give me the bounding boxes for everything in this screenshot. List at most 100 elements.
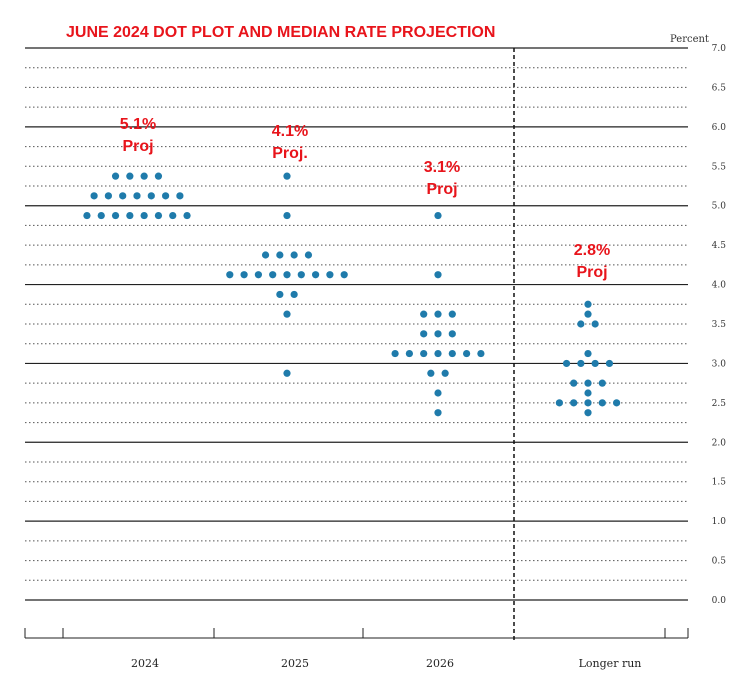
gridlines (25, 47, 688, 601)
dot (391, 349, 399, 358)
dot (584, 409, 592, 417)
dot (584, 379, 592, 387)
dot (126, 211, 134, 220)
y-tick-label: 0.0 (712, 596, 727, 606)
y-tick-label: 0.5 (712, 557, 727, 567)
annotations: 5.1% Proj 4.1% Proj. 3.1% Proj 2.8% Proj (120, 116, 610, 281)
dot (111, 172, 120, 180)
dot (283, 310, 291, 318)
y-tick-label: 6.5 (712, 83, 727, 93)
dot (140, 211, 148, 220)
dot (283, 271, 291, 279)
dot (598, 379, 606, 387)
dot (90, 192, 98, 200)
dot (584, 349, 592, 358)
category-label: 2026 (426, 657, 454, 670)
dot (463, 349, 471, 358)
dot (126, 172, 134, 180)
category-label: 2024 (131, 657, 159, 670)
y-tick-label: 4.5 (712, 241, 727, 251)
y-tick-label: 5.5 (712, 162, 727, 172)
dot (420, 349, 428, 358)
dot (434, 330, 442, 338)
dot (434, 271, 442, 279)
dot (154, 211, 163, 220)
dot (434, 349, 442, 358)
dot (283, 172, 291, 180)
dot (312, 271, 320, 279)
dot (434, 409, 442, 417)
y-tick-label: 1.0 (712, 517, 727, 527)
dot (162, 192, 170, 200)
y-tick-label: 7.0 (712, 44, 727, 54)
dot (147, 192, 155, 200)
y-tick-label: 3.0 (712, 359, 727, 369)
dot (605, 359, 614, 368)
y-tick-labels: 0.0 0.5 1.0 1.5 2.0 2.5 3.0 3.5 4.0 4.5 5.0 5.5 6.0 6… (712, 44, 727, 606)
dot (140, 172, 148, 180)
dot (434, 389, 442, 397)
category-label: Longer run (579, 657, 642, 670)
dot (570, 399, 578, 407)
dot (326, 271, 334, 279)
dot (584, 310, 592, 318)
dot (591, 359, 599, 368)
dot (97, 211, 105, 220)
dot (340, 271, 348, 279)
dot (226, 271, 234, 279)
y-axis-label: Percent (670, 34, 709, 45)
dot (290, 251, 298, 259)
y-tick-label: 1.5 (712, 478, 727, 488)
dot (83, 211, 91, 220)
dot (290, 290, 298, 299)
dot (577, 320, 585, 328)
y-tick-label: 2.5 (712, 399, 727, 409)
chart-title: JUNE 2024 DOT PLOT AND MEDIAN RATE PROJE… (66, 24, 495, 41)
median-annotation-value: 2.8% (574, 242, 610, 259)
dot (133, 192, 141, 200)
dot (448, 330, 456, 338)
y-tick-label: 2.0 (712, 438, 727, 448)
dot (477, 349, 485, 358)
dot (269, 271, 277, 279)
dot (448, 349, 456, 358)
dot (104, 192, 112, 200)
dot (555, 399, 564, 407)
dots (83, 172, 621, 417)
median-annotation-label: Proj. (272, 145, 308, 162)
y-tick-label: 3.5 (712, 320, 727, 330)
dot (441, 369, 449, 377)
dot (276, 290, 284, 299)
dot (111, 211, 120, 220)
dot (283, 369, 291, 377)
median-annotation-label: Proj (122, 138, 153, 155)
dot (405, 349, 413, 358)
median-annotation-value: 4.1% (272, 123, 308, 140)
dot (584, 389, 592, 397)
y-tick-label: 4.0 (712, 281, 727, 291)
dot (584, 300, 592, 308)
median-annotation-value: 5.1% (120, 116, 156, 133)
dot (254, 271, 262, 279)
dot (584, 399, 592, 407)
dot (261, 251, 270, 259)
y-tick-label: 6.0 (712, 123, 727, 133)
median-annotation-label: Proj (576, 264, 607, 281)
dot (434, 310, 442, 318)
dot (154, 172, 163, 180)
dot (420, 330, 428, 338)
category-labels: 2024 2025 2026 Longer run (131, 657, 641, 670)
dot (613, 399, 621, 407)
dot (570, 379, 578, 387)
dot (304, 251, 313, 259)
median-annotation-label: Proj (426, 181, 457, 198)
y-tick-label: 5.0 (712, 202, 727, 212)
dot (276, 251, 284, 259)
dot (183, 211, 191, 220)
dot (240, 271, 248, 279)
dot (420, 310, 428, 318)
dot (577, 359, 585, 368)
dot (427, 369, 435, 377)
dot (434, 211, 442, 220)
